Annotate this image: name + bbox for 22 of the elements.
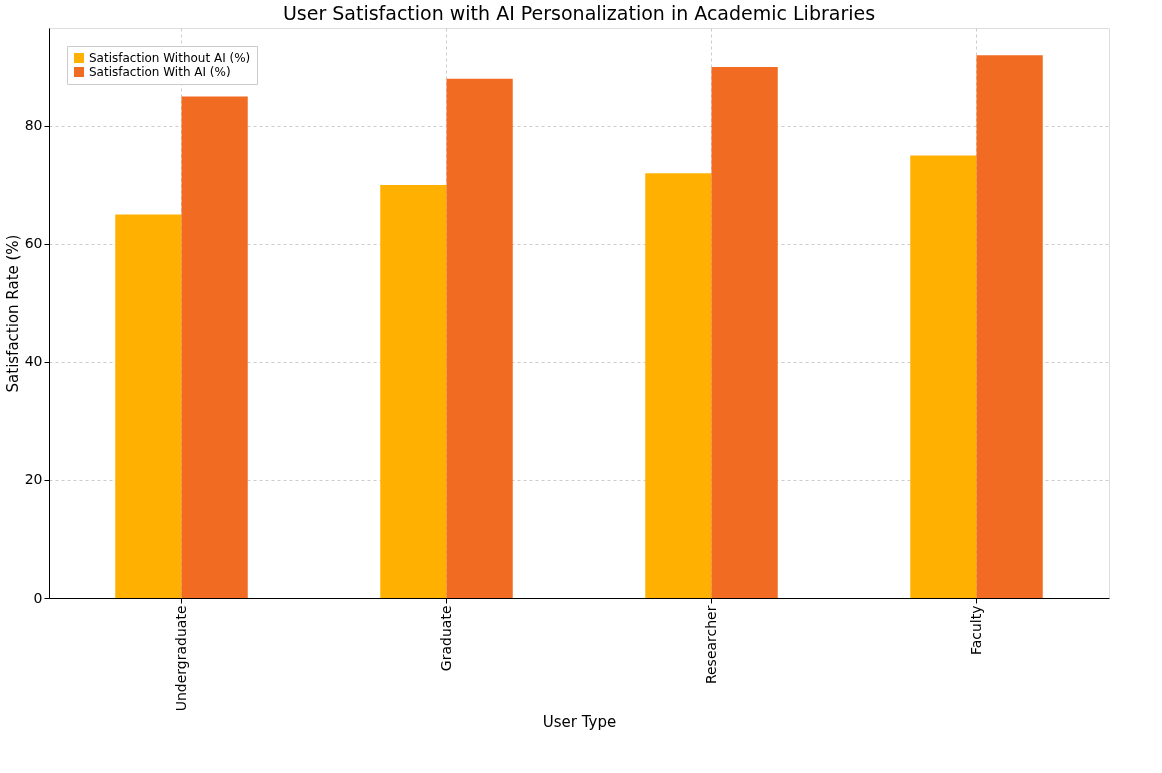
x-tick-label: Undergraduate — [172, 605, 189, 712]
legend-label: Satisfaction Without AI (%) — [89, 51, 251, 65]
x-tick-label: Graduate — [437, 605, 454, 672]
x-axis-title: User Type — [542, 713, 617, 732]
bar — [380, 184, 447, 598]
y-tick-label: 0 — [33, 589, 43, 606]
legend-label: Satisfaction With AI (%) — [89, 65, 231, 79]
bar — [115, 214, 182, 598]
x-tick-label: Faculty — [967, 605, 984, 656]
bar — [181, 96, 248, 598]
bar — [711, 66, 778, 598]
bar — [645, 173, 712, 598]
y-tick-label: 40 — [24, 353, 43, 370]
y-tick-label: 60 — [24, 235, 43, 252]
bar — [910, 155, 977, 598]
y-axis-title: Satisfaction Rate (%) — [3, 234, 22, 393]
x-tick-label: Researcher — [702, 605, 719, 685]
bar — [976, 55, 1043, 598]
chart-title: User Satisfaction with AI Personalization in Academic Libraries — [282, 2, 876, 24]
y-tick-label: 20 — [24, 471, 43, 488]
y-tick-label: 80 — [24, 117, 43, 134]
bar — [446, 78, 513, 598]
